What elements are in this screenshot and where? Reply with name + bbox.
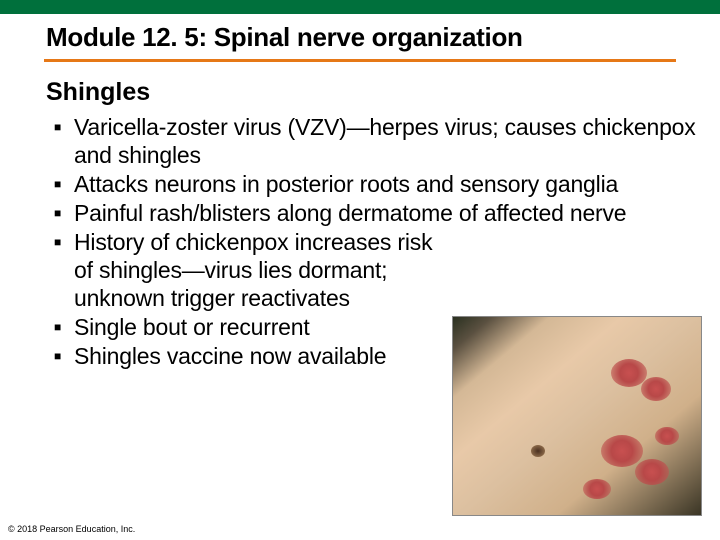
photo-rash bbox=[601, 435, 643, 467]
bullet-item: Attacks neurons in posterior roots and s… bbox=[74, 170, 696, 198]
bullet-item: Shingles vaccine now available bbox=[74, 342, 454, 370]
photo-rash bbox=[655, 427, 679, 445]
header-bar bbox=[0, 0, 720, 14]
section-title: Shingles bbox=[0, 62, 720, 107]
photo-rash bbox=[583, 479, 611, 499]
bullet-item: Painful rash/blisters along dermatome of… bbox=[74, 199, 696, 227]
copyright-text: © 2018 Pearson Education, Inc. bbox=[8, 524, 135, 534]
photo-rash bbox=[635, 459, 669, 485]
photo-detail bbox=[531, 445, 545, 457]
shingles-photo bbox=[452, 316, 702, 516]
bullet-item: History of chickenpox increases risk of … bbox=[74, 228, 454, 312]
module-title: Module 12. 5: Spinal nerve organization bbox=[0, 14, 720, 53]
bullet-item: Varicella-zoster virus (VZV)—herpes viru… bbox=[74, 113, 696, 169]
bullet-item: Single bout or recurrent bbox=[74, 313, 454, 341]
photo-rash bbox=[641, 377, 671, 401]
